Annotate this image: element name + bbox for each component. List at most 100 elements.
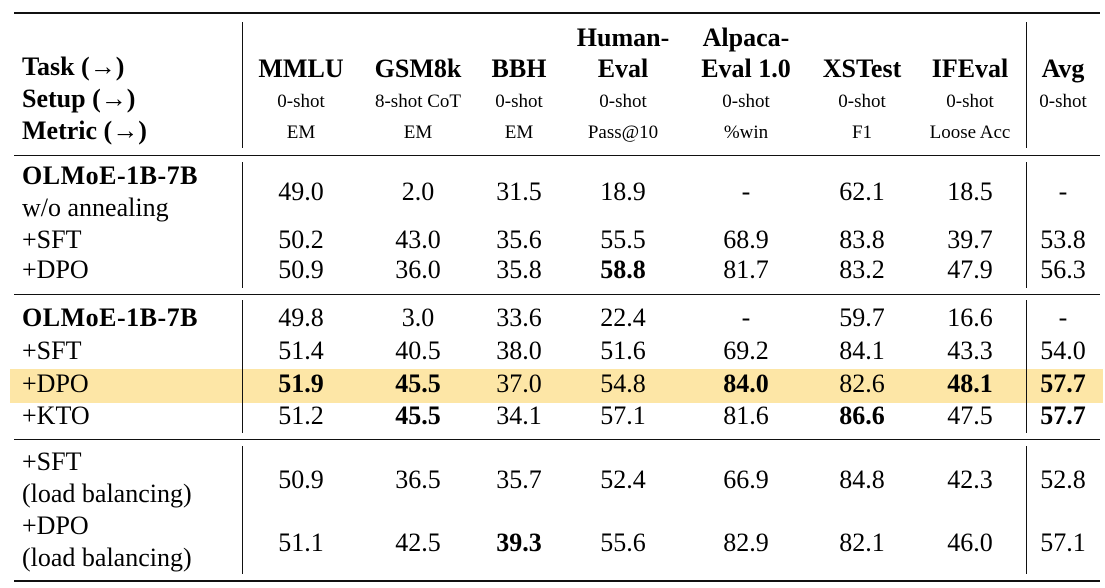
table-cell: 50.9 xyxy=(278,465,324,494)
column-setup: 0-shot xyxy=(277,91,325,112)
table-cell: 37.0 xyxy=(496,369,542,398)
table-cell: 51.1 xyxy=(278,528,324,557)
table-cell: 48.1 xyxy=(947,369,993,398)
column-setup: 8-shot CoT xyxy=(374,91,462,112)
table-cell: 84.1 xyxy=(839,336,885,365)
highlight-row xyxy=(10,369,1103,403)
table-cell: 68.9 xyxy=(723,225,769,254)
column-setup: 0-shot xyxy=(1039,91,1087,112)
table-cell: 52.4 xyxy=(600,465,646,494)
table-cell: 36.5 xyxy=(395,465,441,494)
table-cell: 62.1 xyxy=(839,177,885,206)
table-cell: 84.0 xyxy=(723,369,769,398)
table-cell: 81.6 xyxy=(723,401,769,430)
column-header: Avg xyxy=(1041,54,1085,83)
table-cell: 55.5 xyxy=(600,225,646,254)
table-cell: 54.0 xyxy=(1040,336,1086,365)
table-cell: 47.9 xyxy=(947,255,993,284)
column-metric: EM xyxy=(504,122,534,143)
row-label: OLMoE-1B-7B xyxy=(22,303,198,332)
column-header-line1: Human- xyxy=(576,23,670,52)
table-cell: 16.6 xyxy=(947,303,993,332)
table-cell: 57.7 xyxy=(1040,401,1086,430)
table-cell: 49.8 xyxy=(278,303,324,332)
table-cell: 18.9 xyxy=(600,177,646,206)
column-header: XSTest xyxy=(822,54,902,83)
table-cell: 82.1 xyxy=(839,528,885,557)
table-cell: 52.8 xyxy=(1040,465,1086,494)
avg-divider xyxy=(1026,22,1027,148)
table-cell: 57.1 xyxy=(600,401,646,430)
label-divider xyxy=(242,300,243,433)
table-cell: 45.5 xyxy=(395,369,441,398)
section-rule-1 xyxy=(14,294,1100,295)
table-cell: 46.0 xyxy=(947,528,993,557)
column-setup: 0-shot xyxy=(946,91,994,112)
table-cell: 40.5 xyxy=(395,336,441,365)
row-label-sub: (load balancing) xyxy=(22,479,192,508)
table-cell: 51.6 xyxy=(600,336,646,365)
table-cell: 35.7 xyxy=(496,465,542,494)
row-label: +SFT xyxy=(22,447,82,476)
table-cell: 2.0 xyxy=(401,177,435,206)
table-cell: 55.6 xyxy=(600,528,646,557)
table-cell: 82.6 xyxy=(839,369,885,398)
row-label: +KTO xyxy=(22,401,90,430)
table-cell: 84.8 xyxy=(839,465,885,494)
row-label: +SFT xyxy=(22,336,82,365)
column-header: Eval xyxy=(597,54,649,83)
column-header: MMLU xyxy=(258,54,344,83)
column-setup: 0-shot xyxy=(495,91,543,112)
table-cell: 58.8 xyxy=(600,255,646,284)
row-label: +DPO xyxy=(22,255,89,284)
column-metric: %win xyxy=(723,122,769,143)
avg-divider xyxy=(1026,162,1027,288)
table-cell: 50.9 xyxy=(278,255,324,284)
table-cell: 57.7 xyxy=(1040,369,1086,398)
column-header: GSM8k xyxy=(374,54,462,83)
table-cell: 18.5 xyxy=(947,177,993,206)
table-cell: 59.7 xyxy=(839,303,885,332)
table-cell: 54.8 xyxy=(600,369,646,398)
table-cell: 83.2 xyxy=(839,255,885,284)
table-cell: 3.0 xyxy=(401,303,435,332)
bottom-rule xyxy=(14,580,1100,582)
table-cell: 57.1 xyxy=(1040,528,1086,557)
column-metric: Pass@10 xyxy=(587,122,659,143)
table-cell: 51.9 xyxy=(278,369,324,398)
table-cell: 31.5 xyxy=(496,177,542,206)
section-rule-2 xyxy=(14,439,1100,440)
table-cell: 35.6 xyxy=(496,225,542,254)
table-cell: - xyxy=(741,177,751,206)
column-header-line1: Alpaca- xyxy=(702,23,790,52)
table-cell: 51.2 xyxy=(278,401,324,430)
header-setup-label: Setup (→) xyxy=(22,84,136,113)
table-cell: 53.8 xyxy=(1040,225,1086,254)
column-setup: 0-shot xyxy=(599,91,647,112)
avg-divider xyxy=(1026,446,1027,574)
table-cell: 69.2 xyxy=(723,336,769,365)
label-divider xyxy=(242,22,243,148)
label-divider xyxy=(242,162,243,288)
header-rule xyxy=(14,155,1100,156)
column-setup: 0-shot xyxy=(722,91,770,112)
table-cell: 42.3 xyxy=(947,465,993,494)
column-metric: F1 xyxy=(851,122,873,143)
header-task-label: Task (→) xyxy=(22,52,125,81)
row-label: OLMoE-1B-7B xyxy=(22,161,198,190)
table-cell: 51.4 xyxy=(278,336,324,365)
table-cell: 49.0 xyxy=(278,177,324,206)
column-setup: 0-shot xyxy=(838,91,886,112)
table-cell: 86.6 xyxy=(839,401,885,430)
table-cell: - xyxy=(1058,303,1068,332)
table-cell: 22.4 xyxy=(600,303,646,332)
row-label: +DPO xyxy=(22,369,89,398)
column-metric: EM xyxy=(403,122,433,143)
column-header: Eval 1.0 xyxy=(701,54,791,83)
table-cell: 36.0 xyxy=(395,255,441,284)
table-cell: 39.3 xyxy=(496,528,542,557)
row-label: +DPO xyxy=(22,511,89,540)
table-cell: 33.6 xyxy=(496,303,542,332)
table-cell: 43.3 xyxy=(947,336,993,365)
table-cell: - xyxy=(1058,177,1068,206)
